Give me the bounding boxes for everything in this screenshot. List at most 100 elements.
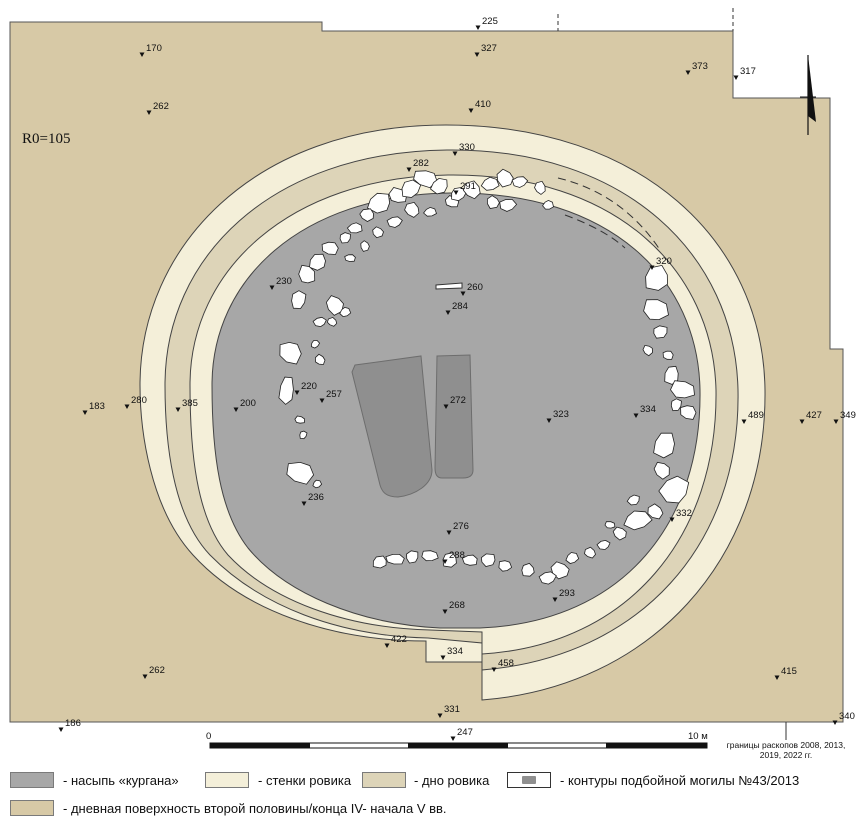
elevation-marker	[139, 52, 145, 57]
elevation-label: 458	[498, 658, 514, 669]
stone	[538, 571, 557, 585]
stone	[496, 168, 514, 188]
elevation-marker	[301, 501, 307, 506]
elevation-marker	[446, 530, 452, 535]
elevation-label: 422	[391, 634, 407, 645]
elevation-label: 334	[640, 404, 656, 415]
excavation-plan	[9, 8, 844, 749]
stone	[670, 380, 695, 399]
elevation-label: 340	[839, 711, 855, 722]
elevation-label: 489	[748, 410, 764, 421]
elevation-markers	[58, 25, 839, 741]
north-arrow-icon	[800, 55, 816, 135]
elevation-marker	[319, 398, 325, 403]
stone	[413, 170, 438, 189]
stone-circle	[278, 168, 697, 585]
elevation-label: 331	[444, 704, 460, 715]
elevation-marker	[468, 108, 474, 113]
elevation-marker	[124, 404, 130, 409]
elevation-label: 257	[326, 389, 342, 400]
elevation-marker	[733, 75, 739, 80]
grave-contour-left	[351, 355, 433, 498]
elevation-marker	[546, 418, 552, 423]
stone	[339, 232, 351, 244]
stone	[314, 353, 326, 365]
legend-swatch-ditch-wall	[205, 772, 249, 788]
elevation-label: 293	[559, 588, 575, 599]
elevation-label: 288	[449, 550, 465, 561]
stone	[429, 177, 448, 195]
elevation-marker	[146, 110, 152, 115]
elevation-marker	[833, 419, 839, 424]
stone	[584, 546, 596, 559]
stone	[480, 176, 500, 191]
legend-label-ditch-bottom: - дно ровика	[414, 773, 490, 788]
stone	[653, 432, 675, 459]
elevation-label: 220	[301, 381, 317, 392]
stone	[386, 216, 403, 228]
stone	[339, 306, 352, 318]
elevation-label: 260	[467, 282, 483, 293]
stone	[325, 295, 344, 316]
stone	[423, 206, 437, 217]
elevation-marker	[552, 597, 558, 602]
stone	[406, 550, 419, 564]
elevation-label: 410	[475, 99, 491, 110]
elevation-marker	[774, 675, 780, 680]
stone	[604, 521, 616, 529]
stone	[309, 253, 326, 271]
stone	[521, 562, 535, 577]
stone	[642, 344, 653, 357]
scale-end-label: 10 м	[688, 731, 708, 742]
elevation-label: 225	[482, 16, 498, 27]
elevation-marker	[175, 407, 181, 412]
elevation-label: 317	[740, 66, 756, 77]
elevation-label: 282	[413, 158, 429, 169]
stone	[670, 398, 682, 412]
stone	[645, 264, 668, 291]
elevation-marker	[832, 720, 838, 725]
elevation-label: 320	[656, 256, 672, 267]
stone	[480, 553, 496, 567]
stone	[294, 415, 306, 424]
elevation-label: 284	[452, 301, 468, 312]
elevation-label: 323	[553, 409, 569, 420]
elevation-label: 385	[182, 398, 198, 409]
stone	[346, 222, 363, 234]
elevation-marker	[452, 151, 458, 156]
elevation-marker	[453, 190, 459, 195]
elevation-label: 268	[449, 600, 465, 611]
elevation-label: 276	[453, 521, 469, 532]
legend-label-grave: - контуры подбойной могилы №43/2013	[560, 773, 800, 788]
stone	[372, 226, 384, 239]
elevation-label: 183	[89, 401, 105, 412]
elevation-marker	[741, 419, 747, 424]
stone	[291, 290, 307, 309]
elevation-label: 415	[781, 666, 797, 677]
elevation-label: 332	[676, 508, 692, 519]
elevation-label: 373	[692, 61, 708, 72]
legend-label-ditch-wall: - стенки ровика	[258, 773, 352, 788]
stone	[359, 208, 374, 222]
legend-label-surface: - дневная поверхность второй половины/ко…	[63, 801, 447, 816]
stone	[326, 316, 338, 327]
elevation-label: 334	[447, 646, 463, 657]
stone	[298, 264, 316, 284]
elevation-marker	[669, 517, 675, 522]
legend: - насыпь «кургана» - стенки ровика - дно…	[0, 766, 857, 826]
elevation-label: 247	[457, 727, 473, 738]
boundary-note: границы раскопов 2008, 2013, 2019, 2022 …	[726, 740, 846, 760]
stone	[360, 240, 370, 252]
elevation-marker	[384, 643, 390, 648]
elevation-label: 291	[460, 181, 476, 192]
stone	[367, 192, 391, 214]
stone	[680, 405, 697, 420]
stone	[647, 503, 664, 520]
elevation-label: 170	[146, 43, 162, 54]
elevation-marker	[442, 559, 448, 564]
elevation-marker	[82, 410, 88, 415]
elevation-marker	[633, 413, 639, 418]
elevation-label: 349	[840, 410, 856, 421]
elevation-marker	[685, 70, 691, 75]
stone	[658, 475, 690, 504]
